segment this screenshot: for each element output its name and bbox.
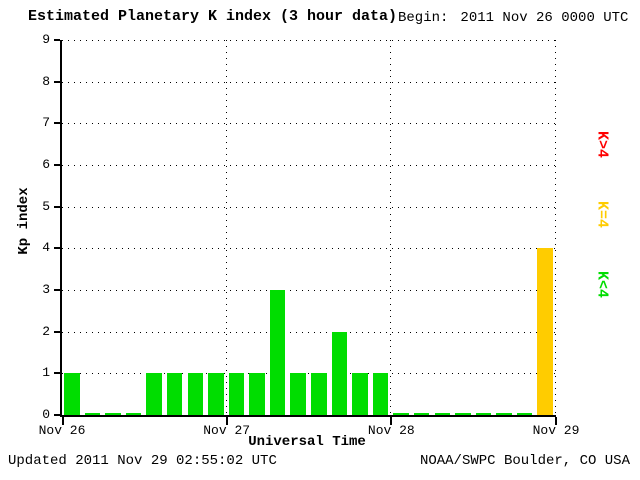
- y-tick: [54, 289, 60, 291]
- y-tick: [54, 205, 60, 208]
- x-tick: [225, 417, 228, 425]
- x-axis-title: Universal Time: [248, 434, 366, 450]
- legend-k-eq-4: K=4: [593, 200, 611, 228]
- y-tick: [54, 247, 60, 250]
- y-tick-label: 1: [42, 365, 50, 381]
- begin-time: Begin: 2011 Nov 26 0000 UTC: [398, 10, 628, 26]
- h-gridline: [62, 206, 556, 208]
- v-gridline: [555, 40, 556, 415]
- kp-bar: [352, 373, 368, 415]
- kp-bar: [434, 413, 451, 415]
- kp-bar: [166, 373, 183, 415]
- kp-bar: [290, 373, 306, 415]
- x-tick: [555, 417, 557, 425]
- updated-timestamp: Updated 2011 Nov 29 02:55:02 UTC: [8, 453, 277, 469]
- y-tick: [54, 80, 60, 83]
- y-tick: [54, 164, 60, 166]
- y-tick: [54, 122, 60, 125]
- y-tick-label: 2: [42, 323, 50, 339]
- y-tick-label: 5: [42, 198, 50, 214]
- x-tick-label: Nov 27: [203, 423, 251, 438]
- x-tick-label: Nov 28: [367, 423, 415, 438]
- kp-bar: [84, 413, 101, 415]
- kp-bar: [311, 373, 327, 415]
- h-gridline: [62, 248, 556, 250]
- y-tick: [54, 39, 60, 41]
- x-tick: [390, 417, 393, 425]
- h-gridline: [62, 81, 556, 83]
- kp-bar: [249, 373, 265, 415]
- y-tick-label: 7: [42, 115, 50, 131]
- y-axis-title: Kp index: [16, 187, 32, 255]
- begin-value: 2011 Nov 26 0000 UTC: [460, 10, 629, 26]
- kp-bar: [146, 373, 162, 415]
- begin-label: Begin:: [398, 10, 449, 26]
- y-tick: [54, 330, 60, 333]
- kp-bar: [64, 373, 80, 415]
- y-tick-label: 0: [42, 407, 50, 422]
- h-gridline: [62, 331, 556, 333]
- kp-bar: [125, 413, 142, 415]
- kp-bar: [105, 413, 121, 415]
- h-gridline: [62, 40, 556, 41]
- kp-bar: [475, 413, 492, 415]
- plot-area: 0 1 2 3 4 5 6 7 8 9 Nov 26 Nov 27 Nov 28 Nov 29: [39, 32, 580, 438]
- kp-bar: [208, 373, 224, 415]
- y-tick-label: 3: [42, 282, 50, 297]
- kp-bar: [393, 413, 409, 415]
- legend-k-lt-4: K<4: [593, 270, 611, 298]
- x-tick-label: Nov 26: [38, 423, 86, 438]
- kp-bar: [228, 373, 245, 415]
- source-credit: NOAA/SWPC Boulder, CO USA: [419, 453, 630, 469]
- y-tick: [54, 414, 60, 416]
- v-gridline: [225, 40, 227, 415]
- legend-k-gt-4: K>4: [593, 130, 611, 158]
- y-tick-label: 4: [42, 240, 50, 256]
- h-gridline: [62, 123, 556, 125]
- x-tick-label: Nov 29: [532, 423, 580, 438]
- kp-bar: [537, 248, 553, 415]
- y-tick-label: 8: [42, 73, 50, 89]
- h-gridline: [62, 373, 556, 375]
- kp-bar: [455, 413, 471, 415]
- kp-bar: [331, 331, 348, 415]
- kp-bar: [187, 373, 204, 415]
- kp-bar: [413, 413, 430, 415]
- kp-bar: [516, 413, 533, 415]
- chart-title: Estimated Planetary K index (3 hour data…: [28, 8, 398, 25]
- kp-bar: [269, 290, 286, 415]
- kp-bar: [496, 413, 512, 415]
- y-tick: [54, 372, 60, 375]
- y-tick-label: 9: [42, 32, 50, 47]
- v-gridline: [390, 40, 392, 415]
- kp-bar: [372, 373, 389, 415]
- y-tick-label: 6: [42, 157, 50, 172]
- h-gridline: [62, 165, 556, 166]
- h-gridline: [62, 290, 556, 291]
- x-tick: [62, 417, 64, 425]
